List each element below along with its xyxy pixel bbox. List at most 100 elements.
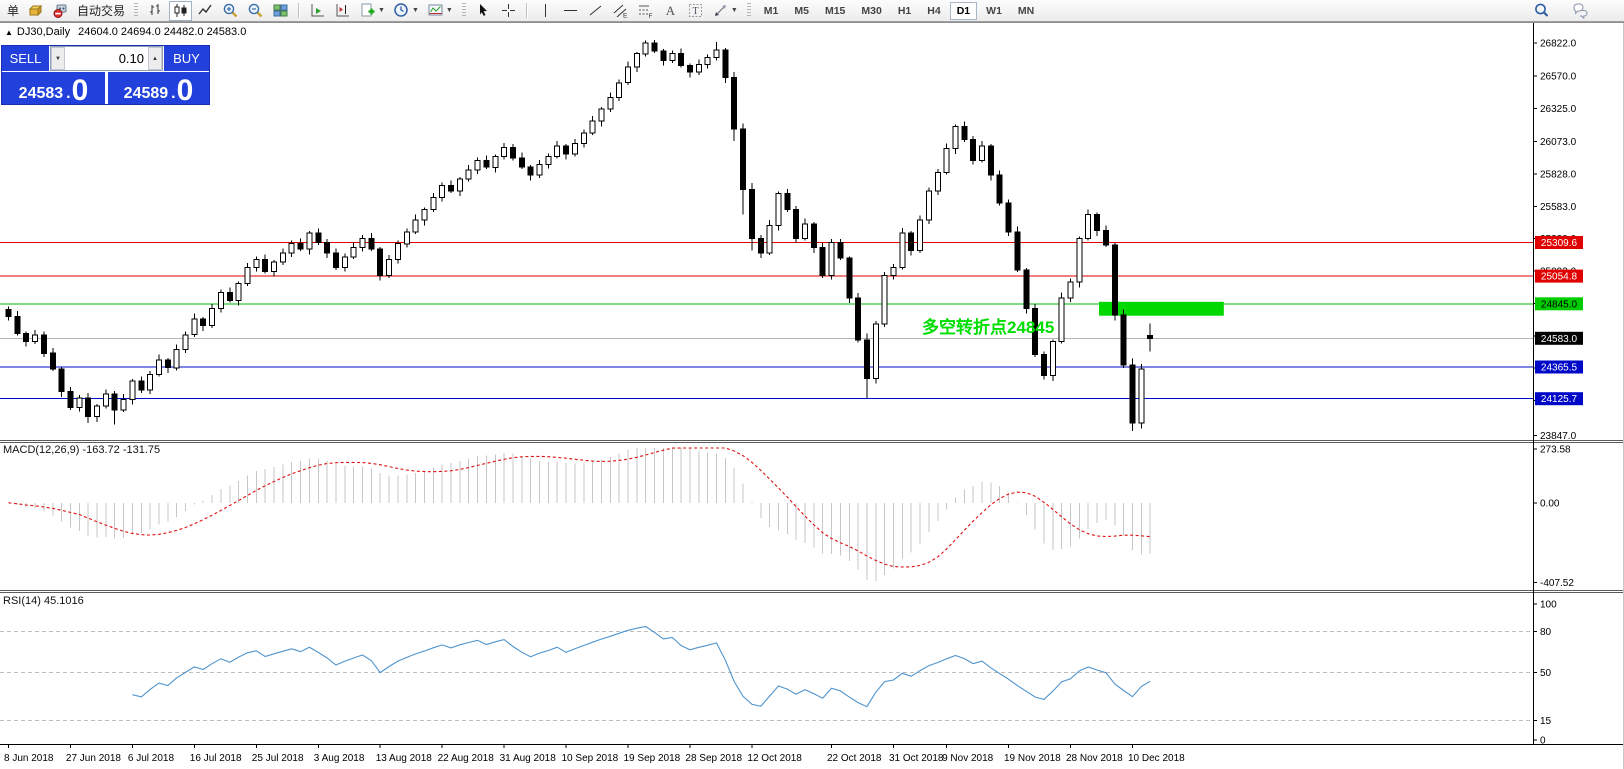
- svg-text:22 Aug 2018: 22 Aug 2018: [438, 753, 495, 764]
- order-word-label[interactable]: 单: [7, 4, 20, 18]
- svg-text:12 Oct 2018: 12 Oct 2018: [747, 753, 802, 764]
- svg-text:25828.0: 25828.0: [1540, 170, 1577, 181]
- timeframe-mn-button[interactable]: MN: [1011, 2, 1041, 20]
- volume-increase-button[interactable]: ▲: [148, 47, 162, 70]
- channel-button[interactable]: E: [609, 1, 632, 21]
- pivot-text-annotation[interactable]: 多空转折点24845: [922, 317, 1054, 337]
- toolbar-grip[interactable]: [134, 3, 139, 18]
- svg-text:24845.0: 24845.0: [1541, 299, 1578, 310]
- svg-text:6 Jul 2018: 6 Jul 2018: [128, 753, 175, 764]
- line-chart-button[interactable]: [194, 1, 217, 21]
- text-label-icon: T: [688, 4, 702, 17]
- sell-price[interactable]: 24583. 0: [2, 72, 105, 106]
- dropdown-caret-icon[interactable]: ▼: [411, 7, 419, 14]
- pane-splitters[interactable]: [0, 440, 1624, 593]
- crosshair-button[interactable]: [497, 1, 520, 21]
- svg-text:E: E: [623, 13, 628, 20]
- fibonacci-icon: F: [638, 5, 652, 19]
- volume-decrease-button[interactable]: ▼: [51, 47, 65, 70]
- chart-shift-icon: [336, 4, 350, 17]
- toolbar-left-group: 单 自动交易 ▼ ▼ ▼ E F A T ▼ M1 M5 M15 M30 H1 H4 D1 W1 MN: [4, 0, 1041, 21]
- arrows-icon: [714, 5, 726, 16]
- dropdown-caret-icon[interactable]: ▼: [445, 7, 453, 14]
- svg-text:8 Jun 2018: 8 Jun 2018: [4, 753, 54, 764]
- toolbar-grip[interactable]: [461, 3, 466, 18]
- svg-text:16 Jul 2018: 16 Jul 2018: [190, 753, 242, 764]
- price-badge-24365.5: [1535, 360, 1583, 374]
- svg-text:-407.52: -407.52: [1540, 578, 1574, 589]
- price-badges: 25309.6 25054.8 24845.0 24583.0 24365.5 24125…: [1535, 236, 1583, 406]
- timeframe-m15-button[interactable]: M15: [818, 2, 852, 20]
- timeframe-d1-button[interactable]: D1: [949, 1, 978, 20]
- buy-price-big-digit: 0: [176, 74, 194, 107]
- zoom-out-button[interactable]: [244, 1, 267, 21]
- svg-text:23847.0: 23847.0: [1540, 431, 1577, 442]
- periods-button[interactable]: ▼: [390, 1, 422, 21]
- horizontal-line-objects[interactable]: [0, 242, 1533, 400]
- cursor-icon: [479, 4, 487, 16]
- svg-text:25054.8: 25054.8: [1541, 272, 1578, 283]
- buy-price[interactable]: 24589. 0: [108, 72, 209, 107]
- line-chart-icon: [198, 4, 212, 15]
- arrows-button[interactable]: ▼: [709, 1, 741, 21]
- candlestick-chart-icon: [174, 4, 187, 17]
- timeframe-m5-button[interactable]: M5: [787, 2, 816, 20]
- svg-text:26822.0: 26822.0: [1540, 38, 1577, 49]
- autotrading-label-label[interactable]: 自动交易: [77, 4, 126, 18]
- autotrading-icon: [53, 4, 67, 18]
- timeframe-w1-button[interactable]: W1: [979, 2, 1009, 20]
- pivot-zone-rectangle[interactable]: [1099, 301, 1224, 316]
- timeframe-m30-button[interactable]: M30: [854, 2, 888, 20]
- price-badge-25309.6: [1535, 236, 1583, 249]
- dropdown-caret-icon[interactable]: ▼: [378, 7, 385, 14]
- text-label-button[interactable]: T: [684, 1, 707, 21]
- svg-text:273.58: 273.58: [1540, 445, 1571, 456]
- fibonacci-button[interactable]: F: [634, 1, 657, 21]
- tile-windows-button[interactable]: [269, 1, 292, 21]
- svg-text:15: 15: [1540, 716, 1552, 727]
- time-scale[interactable]: 8 Jun 2018 27 Jun 2018 6 Jul 2018 16 Jul 20…: [4, 745, 1185, 764]
- axes[interactable]: [0, 22, 1624, 769]
- search-button[interactable]: [1530, 1, 1553, 21]
- svg-text:A: A: [666, 3, 676, 18]
- timeframe-h1-button[interactable]: H1: [891, 2, 918, 20]
- svg-text:10 Dec 2018: 10 Dec 2018: [1128, 753, 1185, 764]
- chart-shift-button[interactable]: [331, 1, 354, 21]
- cursor-button[interactable]: [472, 1, 495, 21]
- new-order-button[interactable]: [24, 1, 47, 21]
- vertical-line-button[interactable]: [534, 1, 557, 21]
- svg-text:28 Sep 2018: 28 Sep 2018: [685, 753, 742, 764]
- price-badge-24125.7: [1535, 392, 1583, 406]
- svg-text:31 Oct 2018: 31 Oct 2018: [889, 753, 944, 764]
- zoom-out-icon: [248, 3, 263, 18]
- price-badge-24583: [1535, 331, 1583, 345]
- horizontal-line-button[interactable]: [559, 1, 582, 21]
- templates-button[interactable]: ▼: [424, 1, 456, 21]
- auto-scroll-button[interactable]: [306, 1, 329, 21]
- svg-text:22 Oct 2018: 22 Oct 2018: [827, 753, 882, 764]
- macd-signal-line: [8, 447, 1151, 568]
- dropdown-caret-icon[interactable]: ▼: [730, 7, 738, 14]
- sell-button[interactable]: SELL: [2, 46, 49, 71]
- collapse-marker-icon[interactable]: ▲: [5, 28, 13, 37]
- toolbar-grip[interactable]: [746, 3, 751, 18]
- svg-text:10 Sep 2018: 10 Sep 2018: [562, 753, 619, 764]
- timeframe-m1-button[interactable]: M1: [757, 2, 786, 20]
- volume-input[interactable]: [65, 47, 148, 70]
- ohlc-values: 24604.0 24694.0 24482.0 24583.0: [78, 26, 247, 38]
- text-button[interactable]: A: [659, 1, 682, 21]
- bar-chart-button[interactable]: [144, 1, 167, 21]
- buy-button[interactable]: BUY: [164, 46, 209, 71]
- chat-button[interactable]: [1569, 1, 1592, 21]
- timeframe-h4-button[interactable]: H4: [920, 2, 947, 20]
- candlestick-chart-button[interactable]: [169, 0, 193, 21]
- zoom-in-button[interactable]: [219, 1, 242, 21]
- indicators-button[interactable]: ▼: [356, 1, 388, 21]
- autotrading-button[interactable]: [49, 1, 72, 21]
- trendline-button[interactable]: [584, 1, 607, 21]
- svg-text:0.00: 0.00: [1540, 498, 1560, 509]
- svg-text:26073.0: 26073.0: [1540, 137, 1577, 148]
- svg-text:28 Nov 2018: 28 Nov 2018: [1066, 753, 1123, 764]
- svg-text:50: 50: [1540, 668, 1552, 679]
